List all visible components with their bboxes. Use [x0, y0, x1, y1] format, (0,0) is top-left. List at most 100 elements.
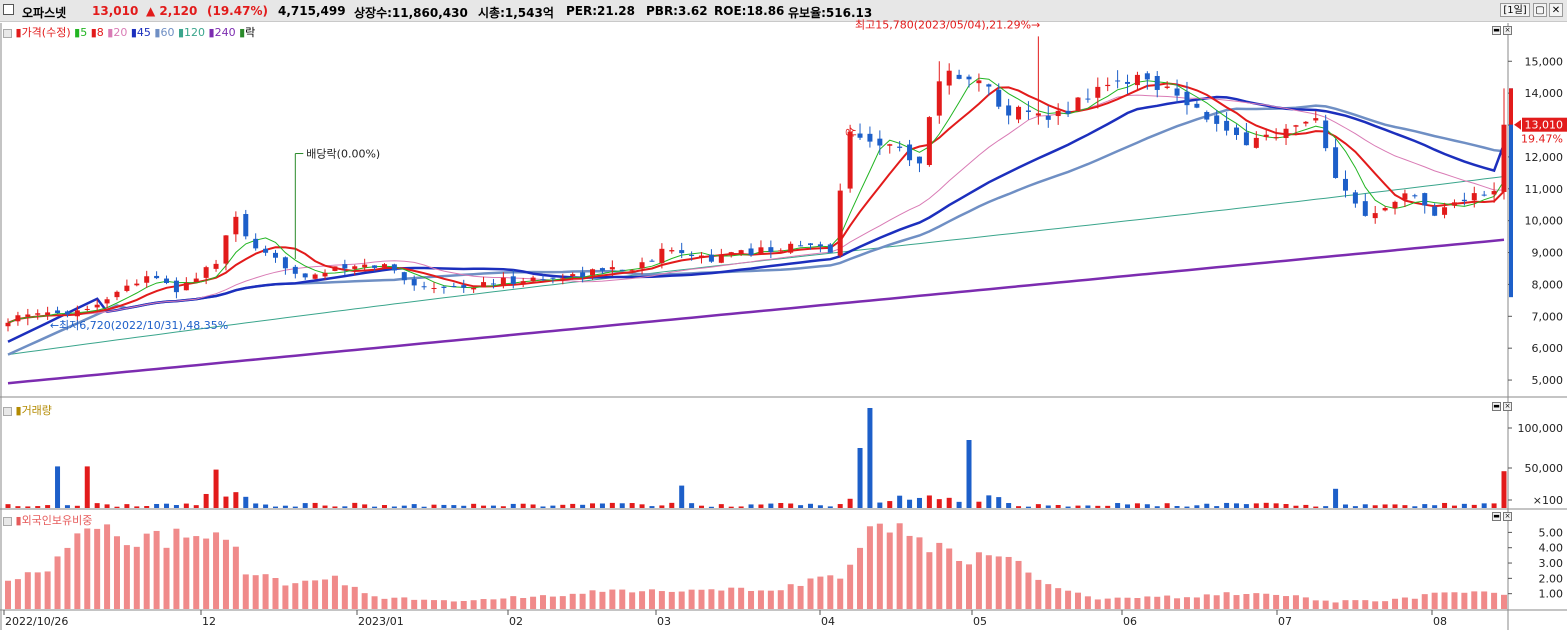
candle-body: [332, 266, 338, 271]
foreign-bar: [1015, 560, 1022, 609]
foreign-bar: [173, 528, 180, 609]
legend-marker-ma240: ▮: [208, 26, 215, 39]
foreign-bar: [24, 572, 31, 609]
foreign-bar: [262, 574, 269, 609]
candle-body: [530, 277, 536, 282]
volume-bar: [708, 506, 714, 508]
stock-name[interactable]: 오파스넷: [22, 6, 67, 20]
foreign-bar: [1451, 592, 1458, 609]
volume-bar: [699, 505, 705, 508]
current-price: 13,010: [92, 4, 139, 18]
foreign-bar: [401, 597, 408, 609]
candle-body: [1273, 137, 1279, 139]
foreign-panel-minimize-icon[interactable]: ▬: [1492, 512, 1501, 521]
foreign-bar: [490, 599, 497, 609]
foreign-bar: [866, 526, 873, 609]
volume-bar: [847, 498, 853, 508]
candle-body: [926, 117, 932, 166]
foreign-bar: [193, 536, 200, 609]
volume-bar: [94, 503, 100, 508]
candle-body: [233, 216, 239, 235]
volume-bar: [550, 505, 556, 508]
candle-body: [1125, 81, 1131, 84]
foreign-tick-label: 2.00: [1539, 572, 1564, 585]
volume-bar: [1323, 506, 1329, 508]
volume-bar: [1065, 506, 1071, 508]
volume-bar: [807, 503, 813, 508]
foreign-bar: [1312, 600, 1319, 609]
foreign-bar: [678, 591, 685, 609]
high-annotation: 최고15,780(2023/05/04),21.29%→: [855, 18, 1040, 31]
legend-ma45: 45: [136, 26, 151, 39]
legend-marker-ma120: ▮: [177, 26, 185, 39]
volume-bar: [292, 506, 298, 508]
period-button[interactable]: [1일]: [1500, 3, 1530, 17]
foreign-bar: [777, 590, 784, 609]
last-price-label: 13,010: [1525, 119, 1564, 132]
foreign-bar: [421, 599, 428, 609]
volume-bar: [867, 408, 873, 508]
foreign-bar: [500, 598, 507, 609]
candle-body: [1174, 88, 1180, 96]
foreign-bar: [569, 593, 576, 609]
volume-bar: [1125, 504, 1131, 508]
volume-bar: [530, 504, 536, 508]
volume-bar: [1134, 503, 1140, 508]
volume-bar: [500, 506, 506, 508]
restore-icon[interactable]: ▢: [1533, 3, 1547, 17]
legend-marker-volume: ▮: [15, 404, 22, 417]
foreign-bar: [599, 591, 606, 609]
volume-bar: [1025, 506, 1031, 508]
volume-bar: [887, 501, 893, 508]
volume-bar: [84, 466, 90, 508]
candle-body: [996, 89, 1002, 107]
volume-bar: [411, 504, 417, 508]
volume-bar: [599, 503, 605, 508]
foreign-bar: [242, 574, 249, 609]
volume-bar: [857, 448, 863, 508]
candle-body: [1442, 207, 1448, 215]
candle-body: [481, 282, 487, 288]
foreign-bar: [282, 585, 289, 609]
legend-marker-foreign: ▮: [15, 514, 22, 527]
volume-bar: [164, 503, 170, 508]
foreign-panel-close-icon[interactable]: ×: [1503, 512, 1512, 521]
price-panel-minimize-icon[interactable]: ▬: [1492, 26, 1501, 35]
candle-body: [203, 267, 209, 278]
candle-body: [282, 257, 288, 269]
candle-body: [1154, 75, 1160, 90]
select-checkbox[interactable]: [3, 4, 14, 15]
foreign-bar: [351, 586, 358, 609]
candle-body: [1333, 147, 1339, 178]
volume-bar: [609, 502, 615, 508]
foreign-bar: [1431, 592, 1438, 609]
candle-body: [421, 286, 427, 288]
candle-body: [1303, 121, 1309, 124]
volume-bar: [362, 504, 368, 508]
volume-bar: [312, 502, 318, 508]
foreign-bar: [361, 593, 368, 609]
per-value: PER:21.28: [566, 4, 635, 18]
volume-bar: [193, 505, 199, 508]
foreign-bar: [896, 523, 903, 609]
x-tick-label: 06: [1123, 615, 1137, 628]
volume-bar: [669, 502, 675, 508]
foreign-bar: [559, 596, 566, 609]
volume-bar: [173, 505, 179, 508]
volume-bar: [282, 505, 288, 508]
foreign-bar: [1233, 595, 1240, 609]
candle-body: [64, 311, 70, 315]
close-icon[interactable]: ✕: [1549, 3, 1563, 17]
foreign-bar: [787, 584, 794, 609]
foreign-bar: [153, 530, 160, 609]
volume-bar: [619, 503, 625, 508]
volume-bar: [728, 506, 734, 508]
price-panel-close-icon[interactable]: ×: [1503, 26, 1512, 35]
volume-panel-close-icon[interactable]: ×: [1503, 402, 1512, 411]
foreign-bar: [1362, 600, 1369, 609]
candle-body: [25, 314, 31, 317]
volume-panel-minimize-icon[interactable]: ▬: [1492, 402, 1501, 411]
volume-bar: [35, 506, 41, 508]
low-annotation: ←최저6,720(2022/10/31),48.35%: [50, 319, 228, 332]
